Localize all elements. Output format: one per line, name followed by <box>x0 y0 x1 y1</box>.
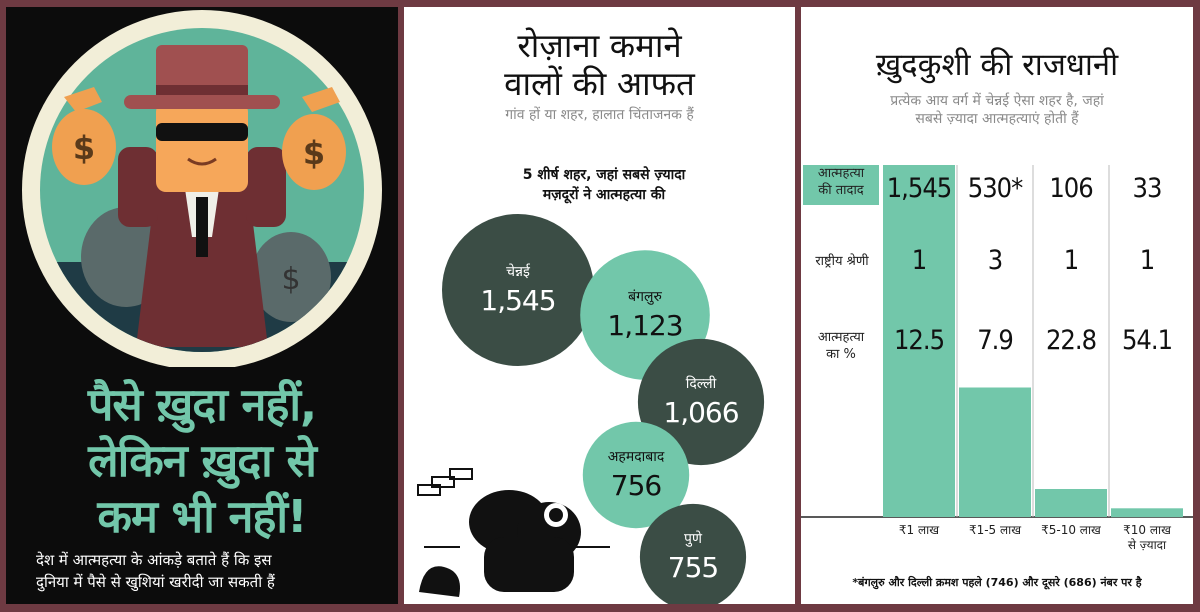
row-label-line: आत्महत्या <box>817 330 865 345</box>
panel3-title: ख़ुदकुशी की राजधानी <box>875 47 1119 83</box>
category-line: ₹1-5 लाख <box>968 523 1022 537</box>
city-value-label: 755 <box>668 551 718 584</box>
city-bubble <box>442 214 594 366</box>
income-category-label: ₹10 लाख से ज़्यादा <box>1109 523 1185 553</box>
income-bar-chart <box>801 165 1193 518</box>
svg-text:$: $ <box>303 134 325 172</box>
subtitle-line: प्रत्येक आय वर्ग में चेन्नई ऐसा शहर है, … <box>890 93 1104 109</box>
panel3-subtitle: प्रत्येक आय वर्ग में चेन्नई ऐसा शहर है, … <box>821 92 1173 128</box>
subtext-line: दुनिया में पैसे से खुशियां खरीदी जा सकती… <box>36 573 275 591</box>
panel2-caption: 5 शीर्ष शहर, जहां सबसे ज़्यादा मज़दूरों … <box>464 165 744 205</box>
subtitle-line: सबसे ज़्यादा आत्महत्याएं होती हैं <box>915 111 1079 127</box>
panel2-title: रोज़ाना कमाने वालों की आफत <box>404 27 795 103</box>
headline-line: लेकिन ख़ुदा से <box>88 434 317 487</box>
table-cell-counts: 106 <box>1049 173 1093 204</box>
headline-line: कम भी नहीं! <box>97 490 307 543</box>
row-label-line: का % <box>826 347 856 362</box>
table-cell-ranks: 3 <box>987 245 1003 276</box>
table-cell-ranks: 1 <box>1063 245 1079 276</box>
table-cell-percent-labels: 12.5 <box>893 325 945 356</box>
bubbles: चेन्नई 1,545 बंगलुरु 1,123 दिल्ली 1,066 अहमदाब… <box>442 214 765 604</box>
income-category-label: ₹5-10 लाख <box>1033 523 1109 538</box>
character-head <box>156 102 248 192</box>
panel1-subtext: देश में आत्महत्या के आंकड़े बताते हैं कि… <box>36 549 386 593</box>
city-value-label: 1,545 <box>480 284 555 317</box>
row-label-line: राष्ट्रीय श्रेणी <box>815 254 869 269</box>
table-cell-counts: 530* <box>967 173 1024 204</box>
character-coat <box>136 182 268 347</box>
category-line: से ज़्यादा <box>1127 538 1167 552</box>
table-cell-ranks: 1 <box>1139 245 1155 276</box>
row-label-rank: राष्ट्रीय श्रेणी <box>801 253 883 270</box>
city-value-label: 1,066 <box>663 396 738 429</box>
table-cell-ranks: 1 <box>911 245 927 276</box>
table-cell-percent-labels: 7.9 <box>977 325 1014 356</box>
city-bubble <box>582 421 690 529</box>
title-line: वालों की आफत <box>504 64 695 103</box>
caption-line: 5 शीर्ष शहर, जहां सबसे ज़्यादा <box>522 167 686 183</box>
table-cell-counts: 33 <box>1132 173 1163 204</box>
money-illustration: $ $ $ <box>22 10 382 367</box>
income-bar <box>883 167 955 517</box>
money-bag-right: $ <box>282 87 346 190</box>
panel3-footnote: *बंगलुरु और दिल्ली क्रमश पहले (746) और द… <box>852 576 1142 589</box>
table-cell-percent-labels: 54.1 <box>1121 325 1173 356</box>
row-label-count: आत्महत्या की तादाद <box>805 165 877 199</box>
income-category-label: ₹1 लाख <box>881 523 957 538</box>
row-label-line: की तादाद <box>818 183 864 198</box>
bars <box>801 165 1193 518</box>
panel2-subtitle: गांव हों या शहर, हालात चिंताजनक हैं <box>505 107 694 123</box>
income-bar <box>1111 508 1183 518</box>
row-label-line: आत्महत्या <box>817 166 865 181</box>
city-name-label: पुणे <box>684 530 703 547</box>
city-name-label: चेन्नई <box>506 263 531 280</box>
city-bubble-chart: चेन्नई 1,545 बंगलुरु 1,123 दिल्ली 1,066 अहमदाब… <box>417 214 765 604</box>
panel1-headline: पैसे ख़ुदा नहीं, लेकिन ख़ुदा से कम भी नह… <box>6 377 398 545</box>
highlight-row-label <box>803 165 879 205</box>
category-line: ₹5-10 लाख <box>1041 523 1101 537</box>
caption-line: मज़दूरों ने आत्महत्या की <box>542 187 666 203</box>
category-line: ₹10 लाख <box>1123 523 1171 537</box>
daily-wage-panel: रोज़ाना कमाने वालों की आफत गांव हों या श… <box>404 7 795 604</box>
highlight-cell <box>883 165 955 205</box>
income-bar <box>959 387 1031 517</box>
table-cell-counts: 1,545 <box>886 173 953 204</box>
city-name-label: दिल्ली <box>686 375 717 392</box>
income-bar <box>1035 489 1107 517</box>
subtext-line: देश में आत्महत्या के आंकड़े बताते हैं कि… <box>36 551 272 569</box>
city-name-label: बंगलुरु <box>628 289 662 305</box>
city-bubble <box>639 503 747 604</box>
headline-line: पैसे ख़ुदा नहीं, <box>87 378 317 431</box>
city-name-label: अहमदाबाद <box>608 449 665 465</box>
svg-text:$: $ <box>281 262 300 297</box>
income-category-label: ₹1-5 लाख <box>957 523 1033 538</box>
city-bubble <box>637 338 765 466</box>
category-line: ₹1 लाख <box>898 523 940 537</box>
suicide-capital-panel: ख़ुदकुशी की राजधानी प्रत्येक आय वर्ग में… <box>801 7 1193 604</box>
row-label-percent: आत्महत्या का % <box>805 329 877 363</box>
title-line: रोज़ाना कमाने <box>517 26 682 65</box>
city-value-label: 756 <box>611 469 662 502</box>
money-bag-pile-right <box>251 232 331 322</box>
city-value-label: 1,123 <box>607 309 682 342</box>
worker-illustration <box>417 468 610 597</box>
money-bag-left: $ <box>52 87 116 185</box>
money-panel: $ $ $ पैसे ख़ुद <box>6 7 398 604</box>
svg-text:$: $ <box>73 129 95 167</box>
sunglasses <box>156 123 248 141</box>
table-cell-percent-labels: 22.8 <box>1045 325 1097 356</box>
